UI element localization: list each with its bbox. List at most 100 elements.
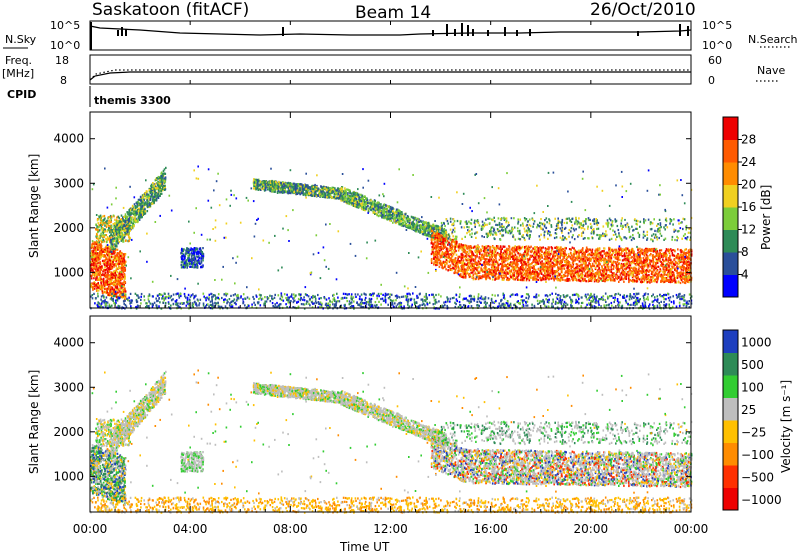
power-cell [101, 265, 103, 268]
power-cell [125, 239, 127, 242]
power-cell [200, 266, 202, 269]
power-cell [103, 268, 105, 271]
power-cell [194, 265, 197, 268]
power-cell [96, 243, 99, 246]
power-cell [431, 226, 433, 229]
power-cell [118, 225, 121, 228]
power-cell [164, 176, 167, 179]
power-cell [98, 239, 100, 242]
power-cell [186, 251, 189, 254]
power-cell [386, 208, 388, 211]
power-cell [134, 212, 137, 215]
power-cell [264, 188, 267, 192]
power-cell [103, 240, 106, 243]
power-cell [139, 216, 141, 219]
power-cell [280, 182, 282, 185]
power-cell [394, 211, 396, 214]
power-cell [183, 263, 185, 266]
power-cell [131, 226, 134, 229]
power-cell [132, 212, 135, 215]
power-cell [280, 191, 282, 194]
power-cell [108, 221, 110, 225]
power-cell [101, 252, 103, 255]
power-cell [104, 217, 106, 220]
power-cell [115, 294, 118, 297]
power-cell [98, 224, 100, 227]
power-cell [180, 261, 183, 264]
power-cell [267, 188, 269, 191]
power-cell [101, 240, 104, 243]
power-cell [102, 250, 104, 253]
power-cell [355, 205, 358, 208]
power-cell [110, 220, 112, 224]
power-cell [100, 251, 103, 254]
power-cell [117, 256, 120, 259]
power-cell [115, 289, 118, 292]
power-cell [115, 230, 117, 233]
power-cell [105, 258, 107, 261]
power-cell [189, 253, 191, 256]
power-cell [148, 205, 151, 209]
power-cell [140, 202, 143, 205]
power-cell [271, 179, 273, 183]
power-cell [148, 202, 150, 205]
power-cell [120, 273, 123, 276]
power-cell [293, 186, 295, 189]
power-cell [114, 223, 117, 226]
power-cell [158, 190, 160, 193]
power-cell [159, 188, 161, 191]
power-cell [143, 206, 145, 209]
power-cell [392, 210, 394, 213]
power-cell [106, 262, 108, 265]
power-cell [258, 188, 260, 191]
power-cell [113, 246, 116, 249]
power-cell [91, 268, 94, 271]
power-cell [163, 172, 165, 175]
power-cell [372, 207, 374, 210]
power-cell [152, 190, 155, 193]
power-cell [104, 269, 106, 272]
power-cell [90, 274, 92, 277]
power-cell [155, 185, 157, 188]
power-cell [147, 193, 150, 196]
power-cell [313, 192, 316, 195]
power-cell [537, 278, 540, 281]
power-cell [129, 221, 131, 224]
power-cell [302, 190, 304, 193]
power-cell [255, 187, 258, 190]
power-cell [143, 199, 145, 202]
power-cell [93, 241, 96, 244]
power-cell [264, 180, 267, 183]
power-cell [124, 297, 127, 300]
power-cell [101, 259, 104, 262]
power-cell [331, 187, 333, 190]
power-cell [116, 257, 118, 261]
power-cell [156, 181, 159, 184]
power-cell [274, 184, 276, 187]
power-cell [124, 234, 126, 237]
power-cell [110, 272, 112, 276]
power-cell [309, 186, 311, 189]
power-cell [269, 188, 271, 191]
power-cell [124, 277, 126, 280]
power-cell [572, 265, 574, 268]
power-cell [367, 201, 369, 205]
power-cell [133, 220, 135, 223]
power-cell [253, 178, 255, 181]
power-cell [365, 207, 367, 211]
power-cell [94, 241, 96, 244]
power-cell [128, 211, 131, 214]
power-cell [143, 207, 146, 210]
power-cell [181, 255, 184, 258]
power-cell [118, 258, 121, 261]
power-cell [135, 220, 137, 223]
power-cell [106, 261, 109, 264]
power-cell [117, 228, 120, 231]
power-cell [193, 247, 196, 250]
power-cell [352, 202, 354, 205]
power-cell [428, 229, 431, 232]
power-cell [108, 283, 110, 286]
power-cell [99, 216, 102, 220]
power-cell [120, 223, 123, 226]
power-cell [94, 258, 97, 261]
